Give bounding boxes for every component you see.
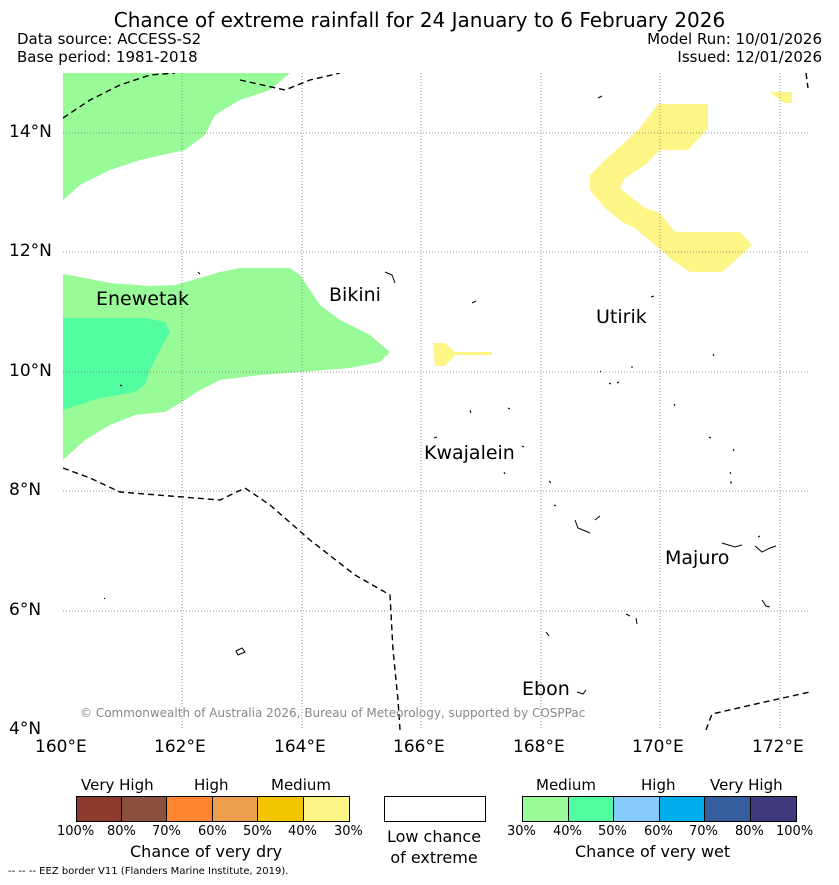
wet-colorbar-title: Chance of very wet [575,842,731,861]
dry-tick: 80% [107,824,136,839]
place-label: Majuro [665,547,730,569]
wet-tick: 30% [507,824,536,839]
data-source: Data source: ACCESS-S2 [17,30,202,48]
lon-tick: 168°E [513,737,565,757]
issued-date: Issued: 12/01/2026 [677,48,822,66]
wet-tick: 40% [553,824,582,839]
place-label: Bikini [329,284,381,306]
eez-footer-note: -- -- -- EEZ border V11 (Flanders Marine… [8,866,289,877]
lat-tick: 14°N [9,122,52,142]
map-title: Chance of extreme rainfall for 24 Januar… [113,8,726,32]
lon-tick: 162°E [154,737,206,757]
low-chance-line2: of extreme [390,848,478,867]
lat-tick: 10°N [9,361,52,381]
wet-swatch [523,797,569,821]
dry-region-utirik [590,104,752,272]
place-label: Ebon [522,678,570,700]
wet-swatch [660,797,705,821]
wet-header-medium: Medium [536,776,596,794]
lat-tick: 8°N [9,480,42,500]
wet-tick: 100% [776,824,814,839]
wet-swatch [751,797,796,821]
wet-header-very-high: Very High [710,776,783,794]
dry-swatch [167,797,213,821]
copyright-notice: © Commonwealth of Australia 2026, Bureau… [80,706,586,720]
wet-tick: 70% [689,824,718,839]
dry-swatch [213,797,258,821]
wet-tick: 50% [598,824,627,839]
wet-region-core [63,318,170,410]
model-run: Model Run: 10/01/2026 [647,30,822,48]
dry-region-bikini [433,343,492,366]
dry-header-medium: Medium [271,776,331,794]
place-label: Utirik [596,306,647,328]
dry-tick: 40% [288,824,317,839]
wet-header-high: High [641,776,676,794]
wet-region-enewetak [63,268,390,460]
wet-region-north [63,73,290,200]
base-period: Base period: 1981-2018 [17,48,198,66]
dry-colorbar-title: Chance of very dry [130,842,283,861]
wet-swatch [705,797,751,821]
lon-tick: 166°E [393,737,445,757]
dry-header-high: High [194,776,229,794]
dry-tick: 60% [198,824,227,839]
lon-tick: 170°E [632,737,684,757]
dry-swatch [258,797,304,821]
low-chance-line1: Low chance [386,827,482,846]
wet-tick: 60% [644,824,673,839]
wet-swatch [569,797,614,821]
dry-tick: 30% [334,824,363,839]
dry-swatch [304,797,349,821]
wet-colorbar [522,796,797,822]
eez-borders [63,73,810,730]
dry-swatch [77,797,122,821]
dry-colorbar [76,796,350,822]
lat-tick: 12°N [9,241,52,261]
wet-swatch [614,797,660,821]
dry-region-ne [770,92,792,103]
low-chance-swatch [384,796,486,822]
place-label: Kwajalein [424,442,515,464]
lon-tick: 172°E [752,737,804,757]
place-label: Enewetak [96,288,190,310]
dry-tick: 70% [152,824,181,839]
dry-tick: 50% [243,824,272,839]
lon-tick: 160°E [35,737,87,757]
islands [103,95,777,695]
wet-tick: 80% [735,824,764,839]
dry-swatch [122,797,167,821]
dry-header-very-high: Very High [81,776,154,794]
lat-tick: 6°N [9,600,42,620]
lat-tick: 4°N [9,719,42,739]
dry-tick: 100% [57,824,95,839]
lon-tick: 164°E [274,737,326,757]
